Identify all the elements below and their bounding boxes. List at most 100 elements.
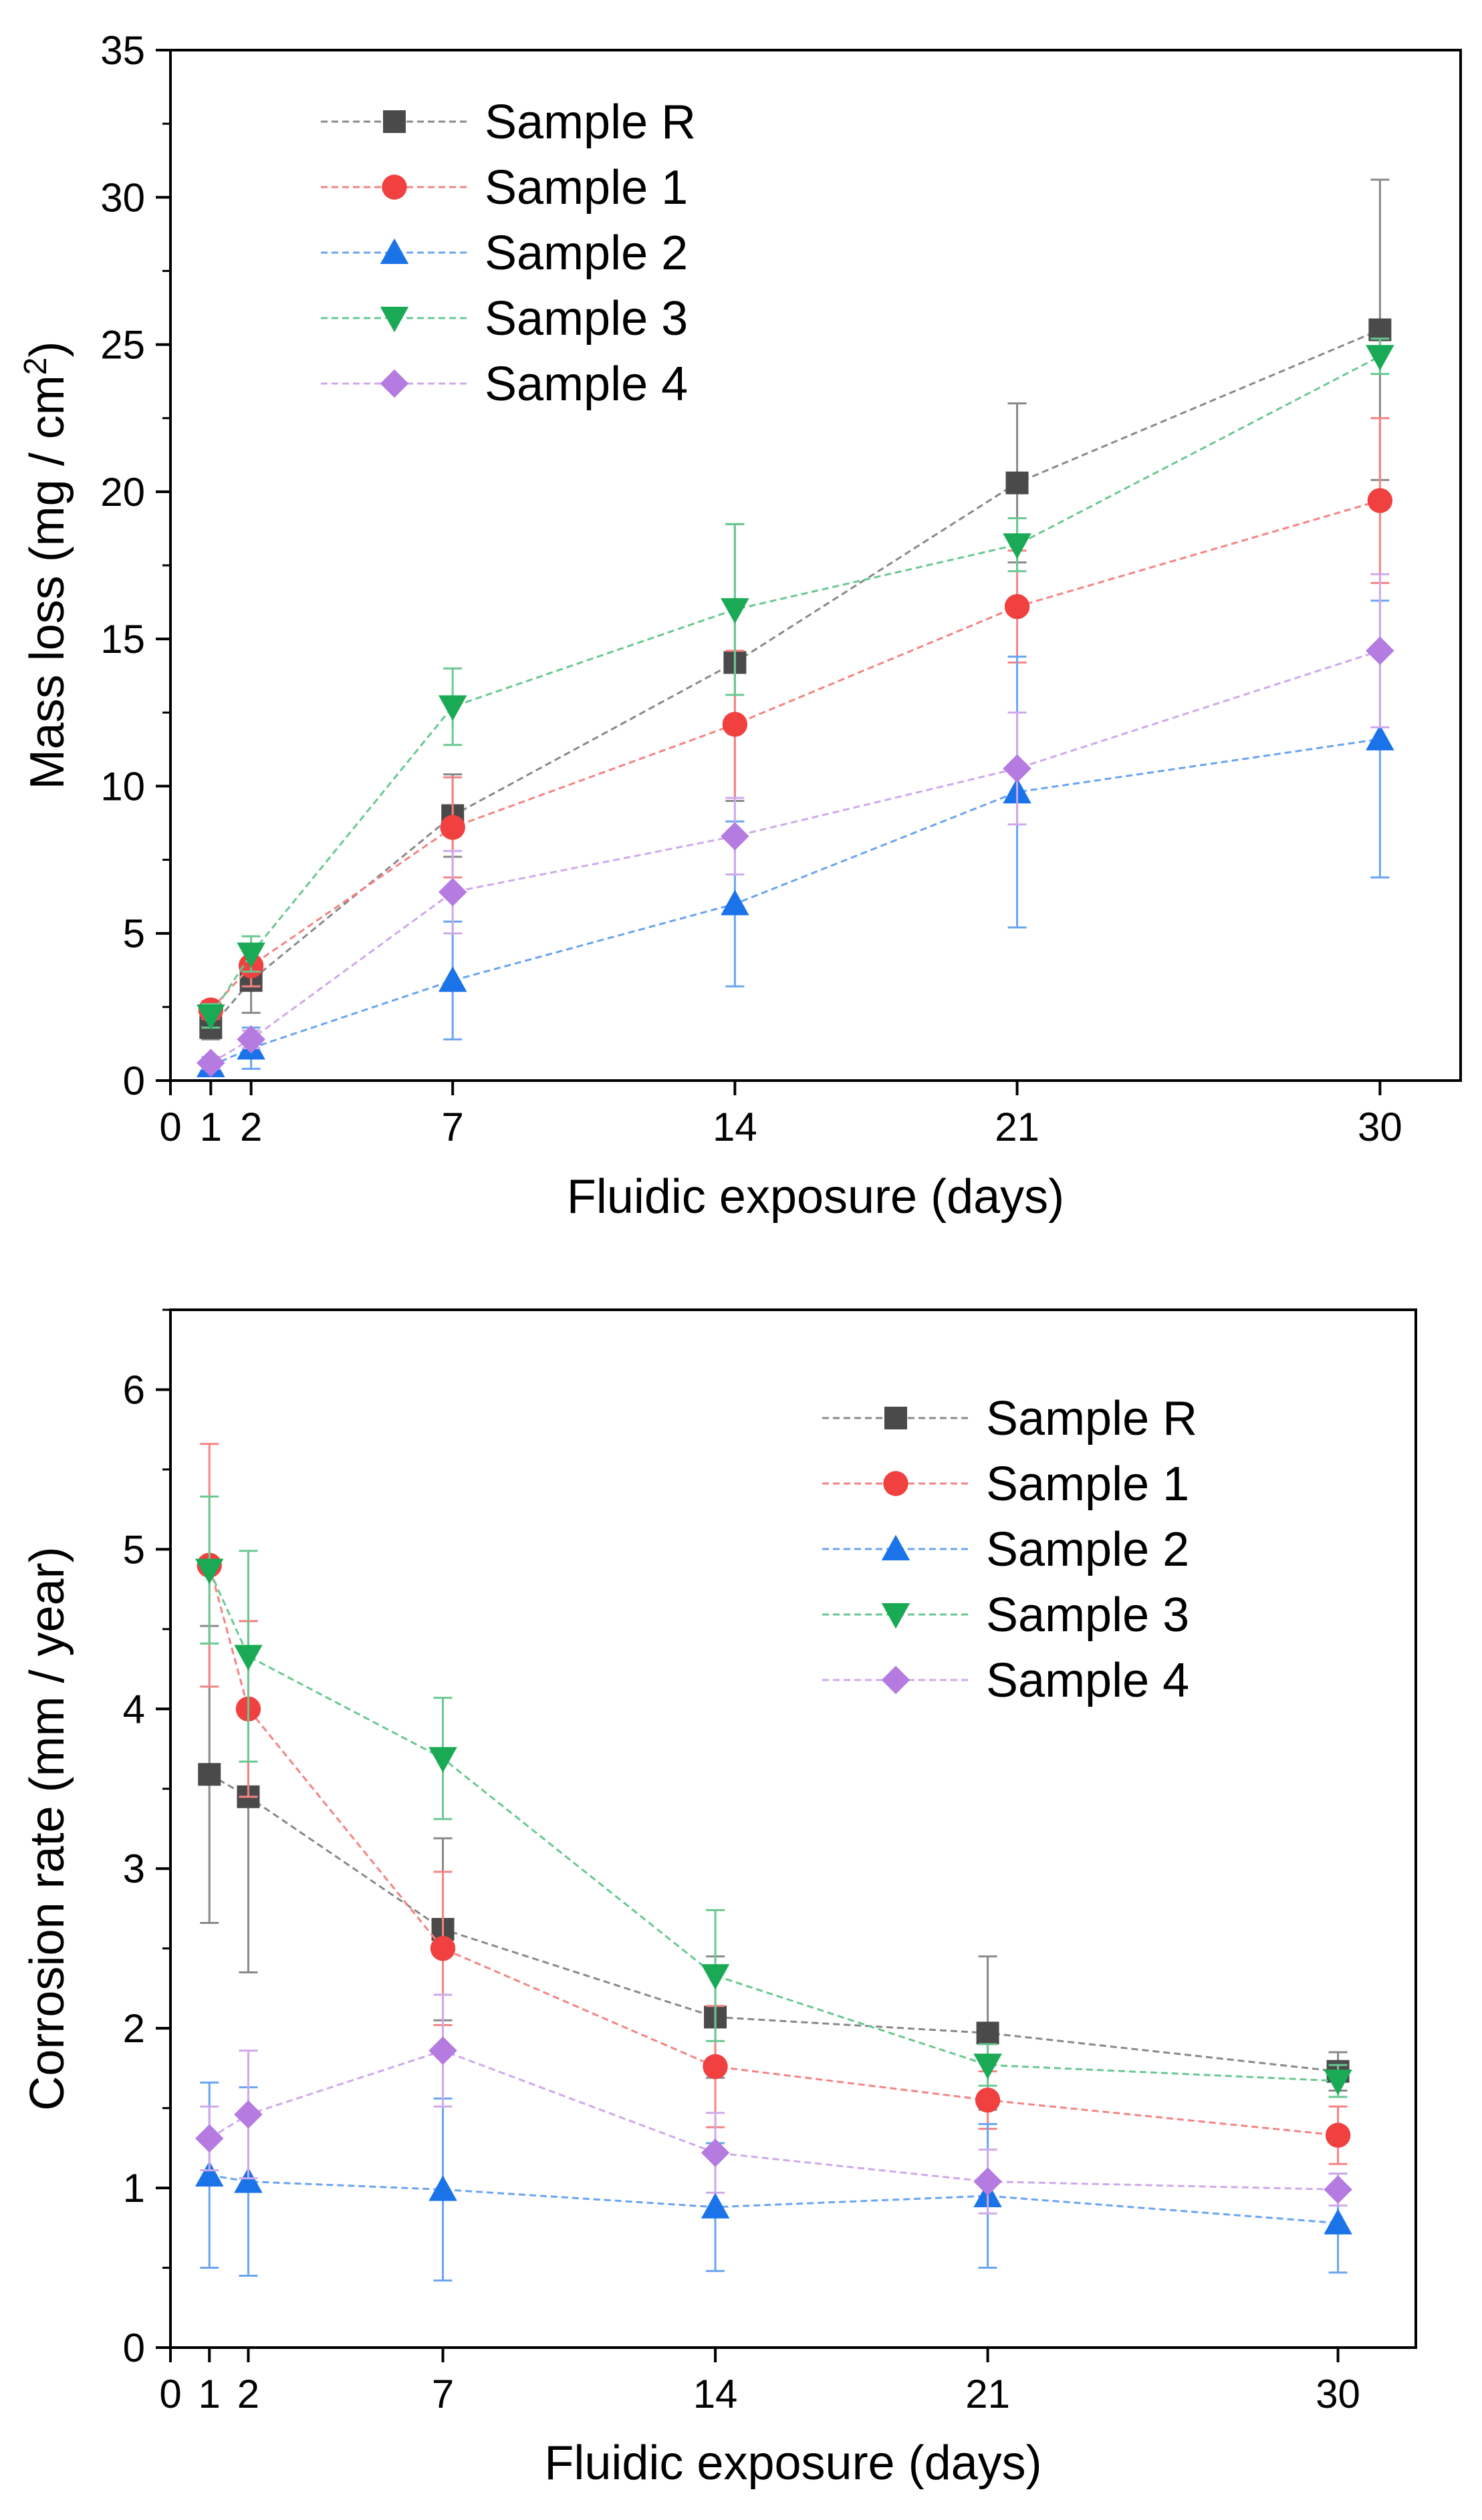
data-point <box>722 712 748 737</box>
y-tick-label: 35 <box>100 28 145 73</box>
x-tick-label: 1 <box>200 1105 222 1149</box>
data-point <box>195 1558 224 1584</box>
series-line <box>209 1773 1338 2073</box>
series-4 <box>197 337 1394 1030</box>
legend-label: Sample R <box>485 96 696 149</box>
data-point <box>430 1935 456 1961</box>
data-point <box>234 1645 263 1671</box>
x-tick-label: 7 <box>432 2372 454 2416</box>
y-tick-label: 4 <box>123 1687 145 1731</box>
legend-entry: Sample R <box>822 1392 1197 1445</box>
data-point <box>438 695 467 721</box>
legend-marker <box>881 1603 910 1629</box>
data-point <box>1005 471 1029 495</box>
y-tick-label: 1 <box>123 2166 145 2211</box>
x-tick-label: 21 <box>995 1105 1039 1149</box>
legend-marker <box>380 307 409 333</box>
series-line <box>210 329 1380 1028</box>
x-tick-label: 7 <box>442 1105 464 1149</box>
data-point <box>721 598 749 624</box>
data-point <box>428 1747 457 1773</box>
series-line <box>210 355 1381 1016</box>
legend-entry: Sample 4 <box>321 358 688 411</box>
data-point <box>1366 724 1394 750</box>
series-3 <box>195 2081 1352 2282</box>
legend-marker <box>884 1407 907 1429</box>
plot-frame <box>169 1308 1417 2349</box>
legend-entry: Sample R <box>321 96 696 149</box>
series-5 <box>197 573 1394 1077</box>
data-point <box>428 2175 457 2201</box>
y-tick-label: 5 <box>123 912 145 956</box>
y-axis-title: Corrosion rate (mm / year) <box>21 1546 74 2110</box>
series-line <box>210 738 1380 1067</box>
series-5 <box>195 1993 1352 2215</box>
data-point <box>1324 2069 1352 2096</box>
legend-label: Sample 2 <box>485 227 688 280</box>
series-line <box>210 650 1380 1064</box>
data-point <box>976 2021 999 2045</box>
data-point <box>703 2054 728 2080</box>
legend-marker <box>380 238 409 264</box>
y-tick-label: 25 <box>100 323 145 368</box>
legend-label: Sample R <box>986 1392 1197 1445</box>
y-tick-label: 2 <box>123 2006 145 2051</box>
data-point <box>195 2160 224 2187</box>
series-1 <box>199 178 1392 1040</box>
legend-label: Sample 4 <box>986 1654 1189 1707</box>
x-tick-label: 2 <box>240 1105 262 1149</box>
legend-entry: Sample 1 <box>321 161 688 215</box>
data-point <box>975 2087 1001 2113</box>
legend-label: Sample 4 <box>485 358 688 411</box>
x-tick-label: 30 <box>1358 1105 1402 1149</box>
data-point <box>1325 2122 1351 2148</box>
x-axis-title: Fluidic exposure (days) <box>544 2436 1041 2490</box>
legend-marker <box>881 1534 910 1560</box>
x-tick-label: 21 <box>965 2372 1010 2416</box>
legend-entry: Sample 2 <box>822 1523 1189 1576</box>
data-point <box>237 942 265 968</box>
y-tick-label: 20 <box>100 470 145 515</box>
y-tick-label: 10 <box>100 764 145 809</box>
series-line <box>209 2050 1338 2191</box>
data-point <box>1368 318 1392 341</box>
x-tick-label: 0 <box>159 2372 181 2416</box>
data-point <box>1004 593 1030 619</box>
y-tick-label: 0 <box>123 1059 145 1103</box>
data-point <box>721 889 749 916</box>
data-point <box>721 822 749 851</box>
series-line <box>209 2174 1338 2225</box>
data-point <box>701 2138 730 2167</box>
y-tick-label: 6 <box>123 1367 145 1412</box>
legend-marker <box>883 1471 908 1496</box>
data-point <box>1324 2175 1352 2204</box>
series-line <box>210 499 1380 1011</box>
data-point <box>197 1048 225 1077</box>
y-tick-label: 0 <box>123 2326 145 2370</box>
series-2 <box>198 417 1393 1022</box>
data-point <box>237 1025 265 1054</box>
data-point <box>438 966 467 992</box>
series-3 <box>197 599 1394 1077</box>
legend-label: Sample 3 <box>485 292 688 345</box>
data-point <box>195 2124 224 2153</box>
series-4 <box>195 1496 1352 2098</box>
legend-entry: Sample 1 <box>822 1457 1189 1511</box>
plot-frame <box>169 49 1462 1082</box>
series-line <box>208 1564 1338 2136</box>
legend-label: Sample 1 <box>986 1457 1189 1511</box>
data-point <box>701 1964 730 1990</box>
x-tick-label: 14 <box>713 1105 757 1149</box>
data-point <box>438 877 467 907</box>
legend-label: Sample 1 <box>485 161 688 215</box>
y-axis-title: Mass loss (mg / cm2) <box>18 341 75 790</box>
data-point <box>1367 488 1393 513</box>
legend-marker <box>382 174 407 200</box>
series-line <box>208 1569 1338 2082</box>
legend-label: Sample 2 <box>986 1523 1189 1576</box>
data-point <box>701 2193 730 2219</box>
legend-label: Sample 3 <box>986 1588 1189 1642</box>
